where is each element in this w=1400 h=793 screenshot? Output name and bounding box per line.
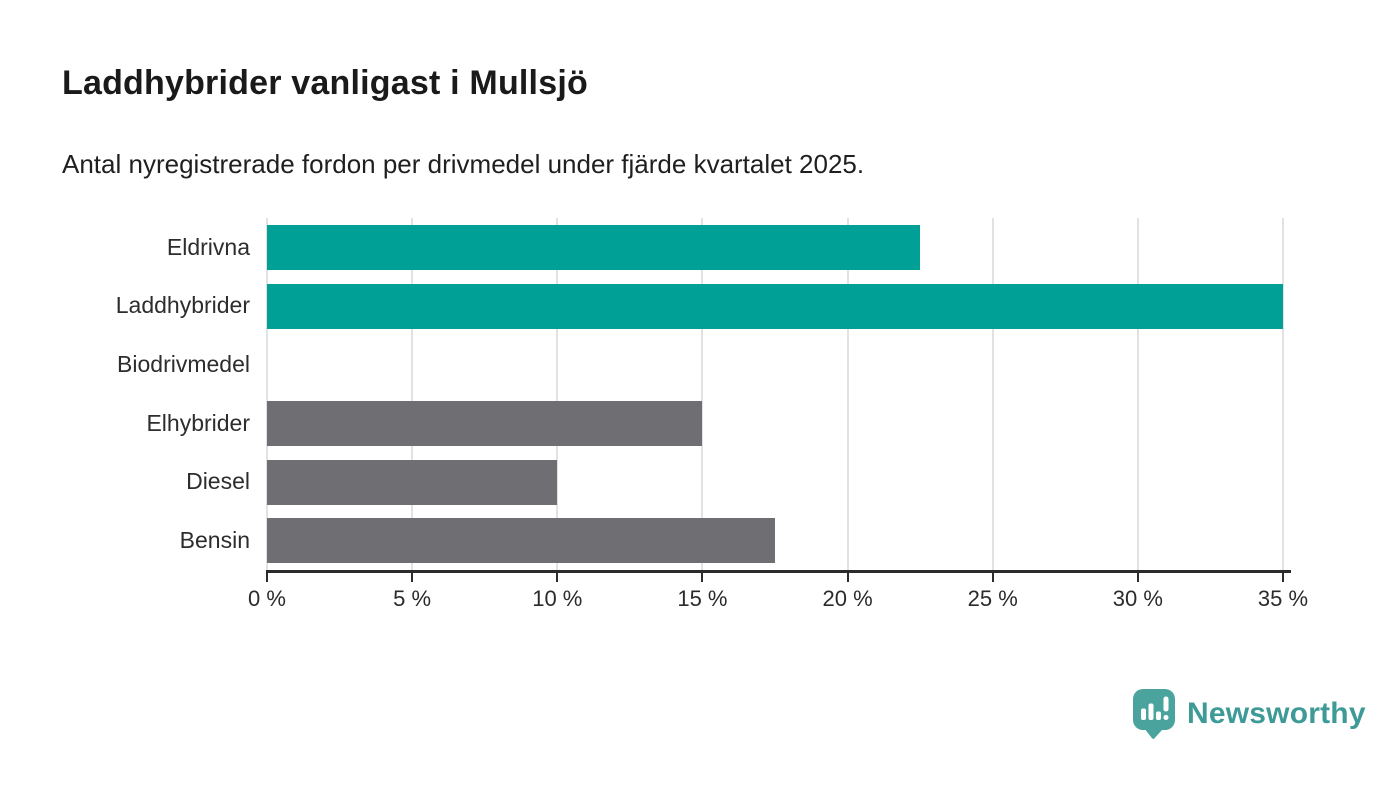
x-axis-tick-label: 35 % bbox=[1257, 586, 1309, 611]
x-axis-tick-label: 0 % bbox=[248, 586, 286, 611]
x-axis-tick bbox=[991, 570, 994, 582]
gridline bbox=[1282, 218, 1284, 570]
x-axis-tick bbox=[846, 570, 849, 582]
gridline bbox=[701, 218, 704, 570]
category-label: Diesel bbox=[186, 468, 250, 495]
x-axis-tick bbox=[266, 570, 268, 582]
x-axis-line bbox=[266, 570, 1291, 573]
x-axis-tick bbox=[1282, 570, 1284, 582]
category-labels: Eldrivna Laddhybrider Biodrivmedel Elhybrid… bbox=[40, 218, 250, 570]
chart-subtitle: Antal nyregistrerade fordon per drivmede… bbox=[62, 149, 865, 179]
x-axis-tick-label: 5 % bbox=[393, 586, 432, 611]
gridline bbox=[1136, 218, 1139, 570]
category-label: Laddhybrider bbox=[115, 292, 250, 319]
x-axis-tick bbox=[411, 570, 414, 582]
x-axis-tick-label: 25 % bbox=[967, 586, 1018, 611]
x-axis-tick-label: 10 % bbox=[532, 586, 583, 611]
bar-diesel bbox=[267, 459, 558, 505]
category-label: Biodrivmedel bbox=[117, 351, 250, 378]
x-axis-tick bbox=[1136, 570, 1139, 582]
chart-title: Laddhybrider vanligast i Mullsjö bbox=[62, 64, 588, 102]
bar-bensin bbox=[267, 518, 775, 564]
newsworthy-logo-icon bbox=[1133, 689, 1175, 739]
x-axis-tick-label: 15 % bbox=[677, 586, 728, 611]
x-axis-tick bbox=[701, 570, 704, 582]
category-label: Eldrivna bbox=[166, 233, 250, 260]
newsworthy-logo-text: Newsworthy bbox=[1187, 696, 1366, 730]
plot-area bbox=[266, 218, 1284, 570]
bar-elhybrider bbox=[267, 400, 703, 446]
x-axis-tick-label: 30 % bbox=[1112, 586, 1163, 611]
newsworthy-logo: Newsworthy bbox=[1132, 688, 1366, 739]
category-label: Bensin bbox=[179, 527, 250, 554]
bar-eldrivna bbox=[267, 224, 921, 270]
gridline bbox=[266, 218, 268, 570]
gridline bbox=[846, 218, 849, 570]
gridline bbox=[411, 218, 414, 570]
gridline bbox=[991, 218, 994, 570]
x-axis-tick-label: 20 % bbox=[822, 586, 873, 611]
bar-laddhybrider bbox=[267, 283, 1283, 329]
x-axis-tick bbox=[556, 570, 559, 582]
gridline bbox=[556, 218, 559, 570]
category-label: Elhybrider bbox=[146, 409, 250, 436]
